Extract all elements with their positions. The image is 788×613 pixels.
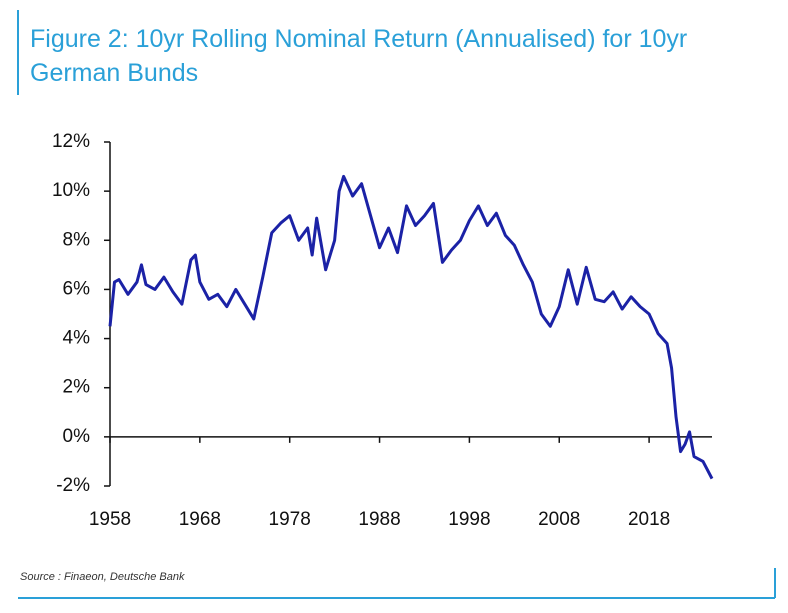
x-tick-label: 1978 — [269, 509, 311, 530]
y-tick-label: 12% — [52, 131, 90, 152]
y-tick-label: 0% — [63, 426, 91, 447]
y-tick-label: 6% — [63, 278, 91, 299]
x-tick-label: 1998 — [448, 509, 490, 530]
y-tick-label: 10% — [52, 180, 90, 201]
x-tick-label: 1958 — [89, 509, 131, 530]
y-tick-label: 4% — [63, 328, 91, 349]
x-tick-label: 2008 — [538, 509, 580, 530]
y-tick-label: -2% — [56, 475, 90, 496]
chart-title: Figure 2: 10yr Rolling Nominal Return (A… — [30, 25, 688, 87]
source: Source : Finaeon, Deutsche Bank — [20, 571, 185, 583]
y-tick-label: 2% — [63, 377, 91, 398]
x-tick-label: 1988 — [358, 509, 400, 530]
data-line — [108, 174, 714, 480]
x-tick-label: 2018 — [628, 509, 670, 530]
y-tick-label: 8% — [63, 229, 91, 250]
x-tick-label: 1968 — [179, 509, 221, 530]
